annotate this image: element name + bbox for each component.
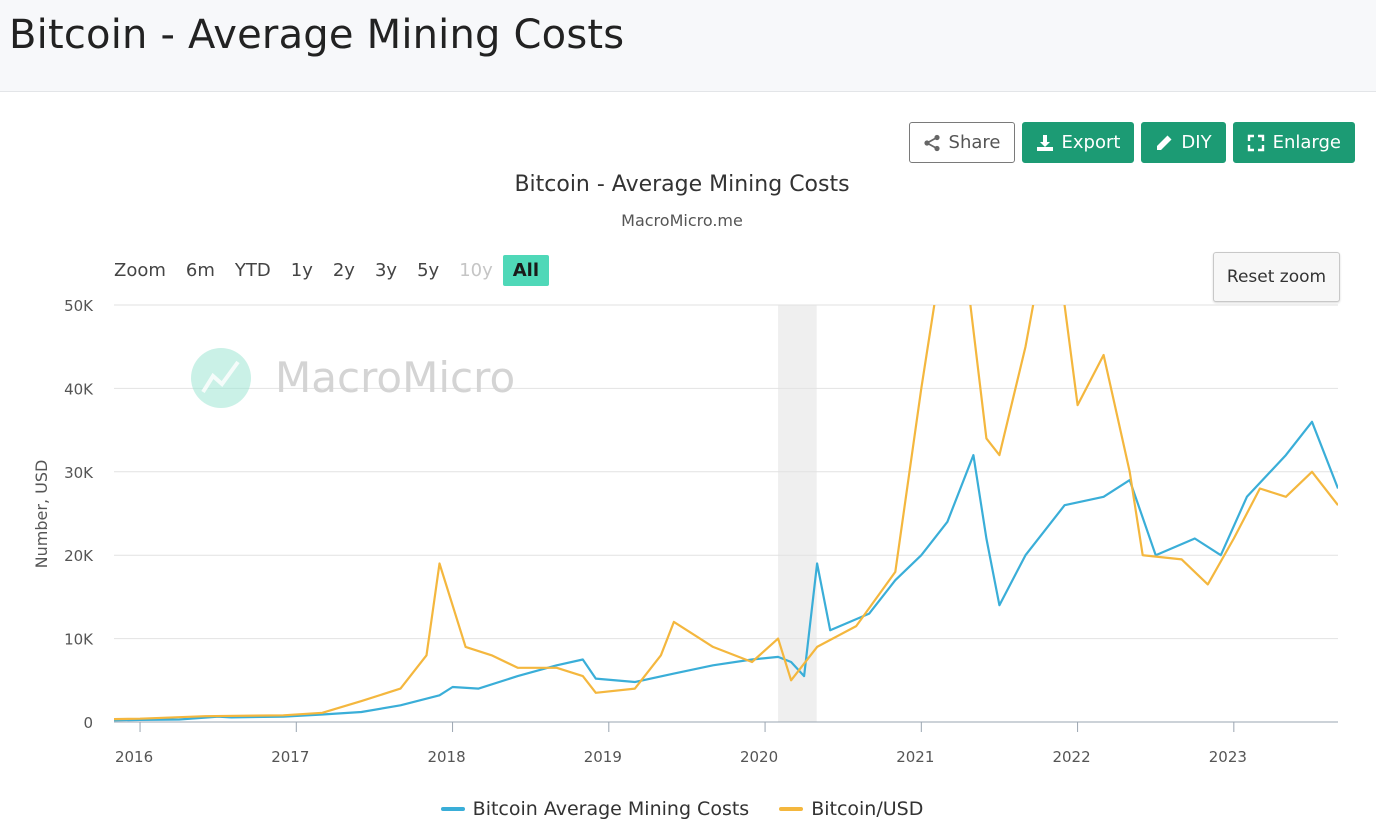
share-label: Share [948,132,1001,153]
page-title: Bitcoin - Average Mining Costs [9,12,625,58]
y-tick-label: 0 [83,714,93,732]
range-button-2y[interactable]: 2y [332,260,355,281]
watermark-logo-mark [201,360,240,394]
expand-icon [1247,134,1265,152]
range-selector: Zoom 6m YTD 1y 2y 3y 5y 10y All [114,255,550,286]
share-button[interactable]: Share [908,122,1015,163]
series-line-mining-cost [114,420,1338,722]
share-icon [923,134,941,152]
chart-legend: Bitcoin Average Mining Costs Bitcoin/USD [0,798,1364,820]
y-tick-label: 50K [64,297,94,315]
enlarge-label: Enlarge [1272,132,1341,153]
export-label: Export [1061,132,1121,153]
enlarge-button[interactable]: Enlarge [1232,122,1355,163]
range-button-3y[interactable]: 3y [374,260,398,281]
range-button-6m[interactable]: 6m [185,260,215,281]
range-button-ytd[interactable]: YTD [234,260,271,281]
diy-label: DIY [1181,132,1212,153]
page-header: Bitcoin - Average Mining Costs [0,0,1376,92]
reset-zoom-button[interactable]: Reset zoom [1213,252,1340,302]
x-tick-label: 2023 [1209,748,1247,766]
legend-item-btc-usd[interactable]: Bitcoin/USD [779,798,923,820]
range-button-10y[interactable]: 10y [459,260,493,281]
legend-label-mining-cost: Bitcoin Average Mining Costs [472,798,750,820]
x-tick-label: 2018 [427,748,465,766]
watermark-text: MacroMicro [275,353,515,402]
diy-button[interactable]: DIY [1141,122,1226,163]
legend-label-btc-usd: Bitcoin/USD [811,798,924,820]
toolbar: Share Export DIY Enlarge [908,122,1355,163]
range-button-all[interactable]: All [502,255,550,286]
x-tick-label: 2021 [896,748,934,766]
legend-swatch-btc-usd [779,807,804,811]
x-tick-label: 2019 [584,748,622,766]
zoom-label: Zoom [114,260,166,281]
chart-title: Bitcoin - Average Mining Costs [514,172,850,197]
legend-item-mining-cost[interactable]: Bitcoin Average Mining Costs [440,798,750,820]
x-tick-label: 2020 [740,748,778,766]
y-axis-title: Number, USD [32,460,51,569]
x-tick-label: 2016 [115,748,153,766]
x-tick-label: 2022 [1052,748,1090,766]
x-tick-label: 2017 [271,748,309,766]
range-button-5y[interactable]: 5y [417,260,440,281]
watermark-logo-icon [191,348,251,408]
range-button-1y[interactable]: 1y [290,260,313,281]
y-tick-label: 30K [64,464,94,482]
legend-swatch-mining-cost [440,807,465,811]
y-tick-label: 40K [64,380,94,398]
recession-band [778,305,817,722]
chart-subtitle: MacroMicro.me [621,211,743,230]
download-icon [1036,134,1054,152]
y-tick-label: 10K [64,631,94,649]
pencil-icon [1155,134,1173,152]
y-tick-label: 20K [64,547,94,565]
export-button[interactable]: Export [1021,122,1135,163]
